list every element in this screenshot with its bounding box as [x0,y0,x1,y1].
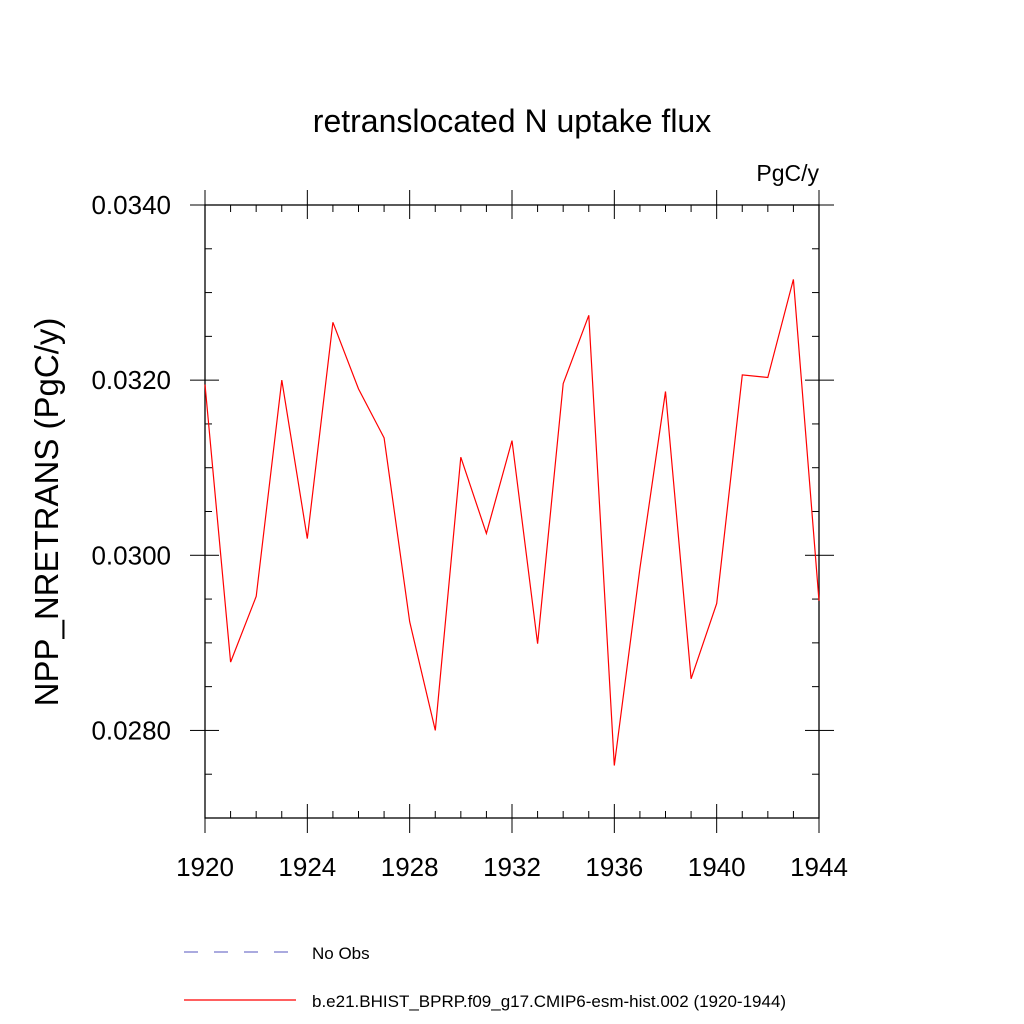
x-tick-label: 1944 [790,852,848,882]
legend-label: No Obs [312,944,370,963]
x-tick-label: 1932 [483,852,541,882]
x-tick-label: 1928 [381,852,439,882]
y-axis-label: NPP_NRETRANS (PgC/y) [28,318,65,707]
y-tick-label: 0.0280 [91,715,171,745]
legend-label: b.e21.BHIST_BPRP.f09_g17.CMIP6-esm-hist.… [312,992,786,1011]
y-tick-label: 0.0300 [91,540,171,570]
x-tick-label: 1924 [278,852,336,882]
x-tick-label: 1920 [176,852,234,882]
legend: No Obs b.e21.BHIST_BPRP.f09_g17.CMIP6-esm… [184,944,786,1011]
chart-title: retranslocated N uptake flux [313,103,711,139]
y-tick-label: 0.0320 [91,365,171,395]
x-tick-label: 1936 [585,852,643,882]
y-tick-label: 0.0340 [91,190,171,220]
x-tick-label: 1940 [688,852,746,882]
series-line [204,279,820,766]
units-label: PgC/y [756,160,819,186]
plot-area: 1920 1924 1928 1932 1936 1940 1944 0.0280 0.0300… [91,190,848,882]
